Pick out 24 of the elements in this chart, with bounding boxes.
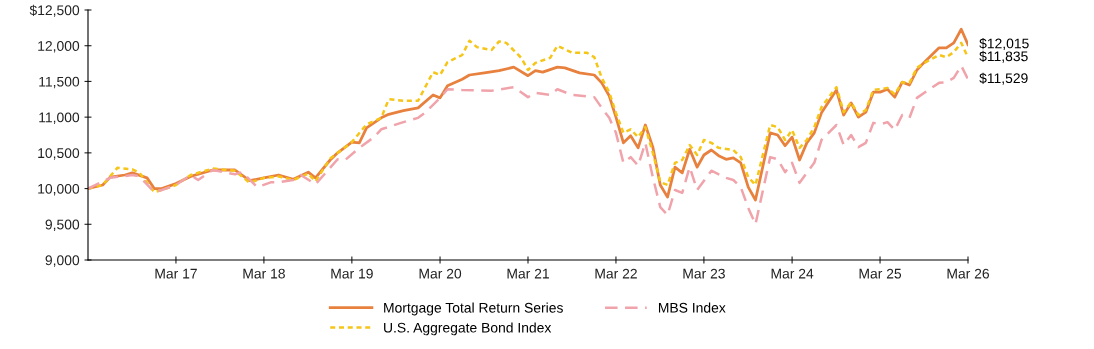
- annotation: $11,835: [979, 50, 1028, 63]
- y-tick-label: 11,500: [39, 76, 80, 89]
- x-tick-label: Mar 22: [595, 268, 637, 279]
- y-tick-label: 10,500: [38, 148, 80, 160]
- y-tick-label: 9,000: [45, 255, 80, 267]
- annotation: $12,015: [979, 37, 1029, 51]
- y-tick-label: 10,000: [38, 183, 80, 196]
- x-tick-label: Mar 24: [771, 268, 814, 279]
- y-tick-label: 11,000: [39, 112, 80, 124]
- x-tick-label: Mar 25: [859, 268, 902, 279]
- annotation: $11,529: [979, 72, 1028, 85]
- x-tick-label: Mar 21: [507, 268, 549, 279]
- y-tick-label: 12,000: [38, 41, 80, 53]
- x-tick-label: Mar 18: [243, 268, 285, 279]
- x-tick-label: Mar 23: [683, 268, 725, 279]
- x-tick-label: Mar 19: [331, 268, 373, 279]
- legend-label: U.S. Aggregate Bond Index: [384, 322, 552, 336]
- legend-label: MBS Index: [658, 302, 726, 313]
- x-tick-label: Mar 20: [419, 268, 462, 279]
- y-tick-label: 9,500: [45, 219, 80, 232]
- y-tick-label: $12,500: [29, 4, 80, 17]
- x-tick-label: Mar 17: [155, 268, 197, 279]
- x-tick-label: Mar 26: [947, 268, 989, 279]
- legend-label: Mortgage Total Return Series: [384, 302, 563, 316]
